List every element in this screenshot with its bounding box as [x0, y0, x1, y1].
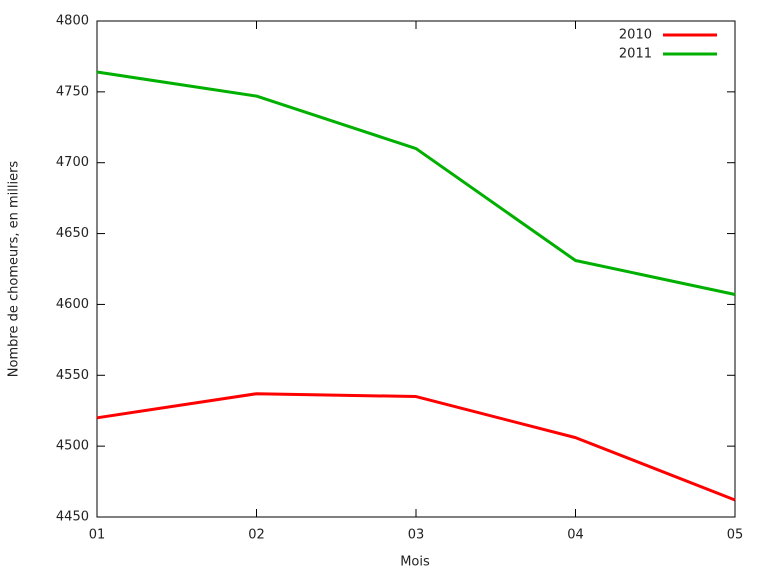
x-tick-label: 05 [727, 528, 744, 543]
y-tick-label: 4650 [56, 226, 89, 241]
y-tick-label: 4500 [56, 439, 89, 454]
x-tick-label: 04 [567, 528, 584, 543]
legend-label: 2011 [619, 47, 652, 62]
plot-border [96, 20, 736, 518]
y-tick-label: 4450 [56, 510, 89, 525]
y-axis-label: Nombre de chomeurs, en milliers [7, 161, 22, 378]
y-tick-label: 4750 [56, 84, 89, 99]
series-line [96, 70, 736, 296]
x-tick-label: 02 [248, 528, 265, 543]
y-tick-label: 4600 [56, 297, 89, 312]
y-tick-label: 4800 [56, 14, 89, 29]
legend-label: 2010 [619, 28, 652, 43]
x-tick-label: 03 [408, 528, 425, 543]
series-line [96, 392, 736, 502]
y-tick-label: 4550 [56, 368, 89, 383]
x-axis-label: Mois [400, 555, 430, 570]
y-tick-label: 4700 [56, 155, 89, 170]
x-tick-label: 01 [89, 528, 106, 543]
